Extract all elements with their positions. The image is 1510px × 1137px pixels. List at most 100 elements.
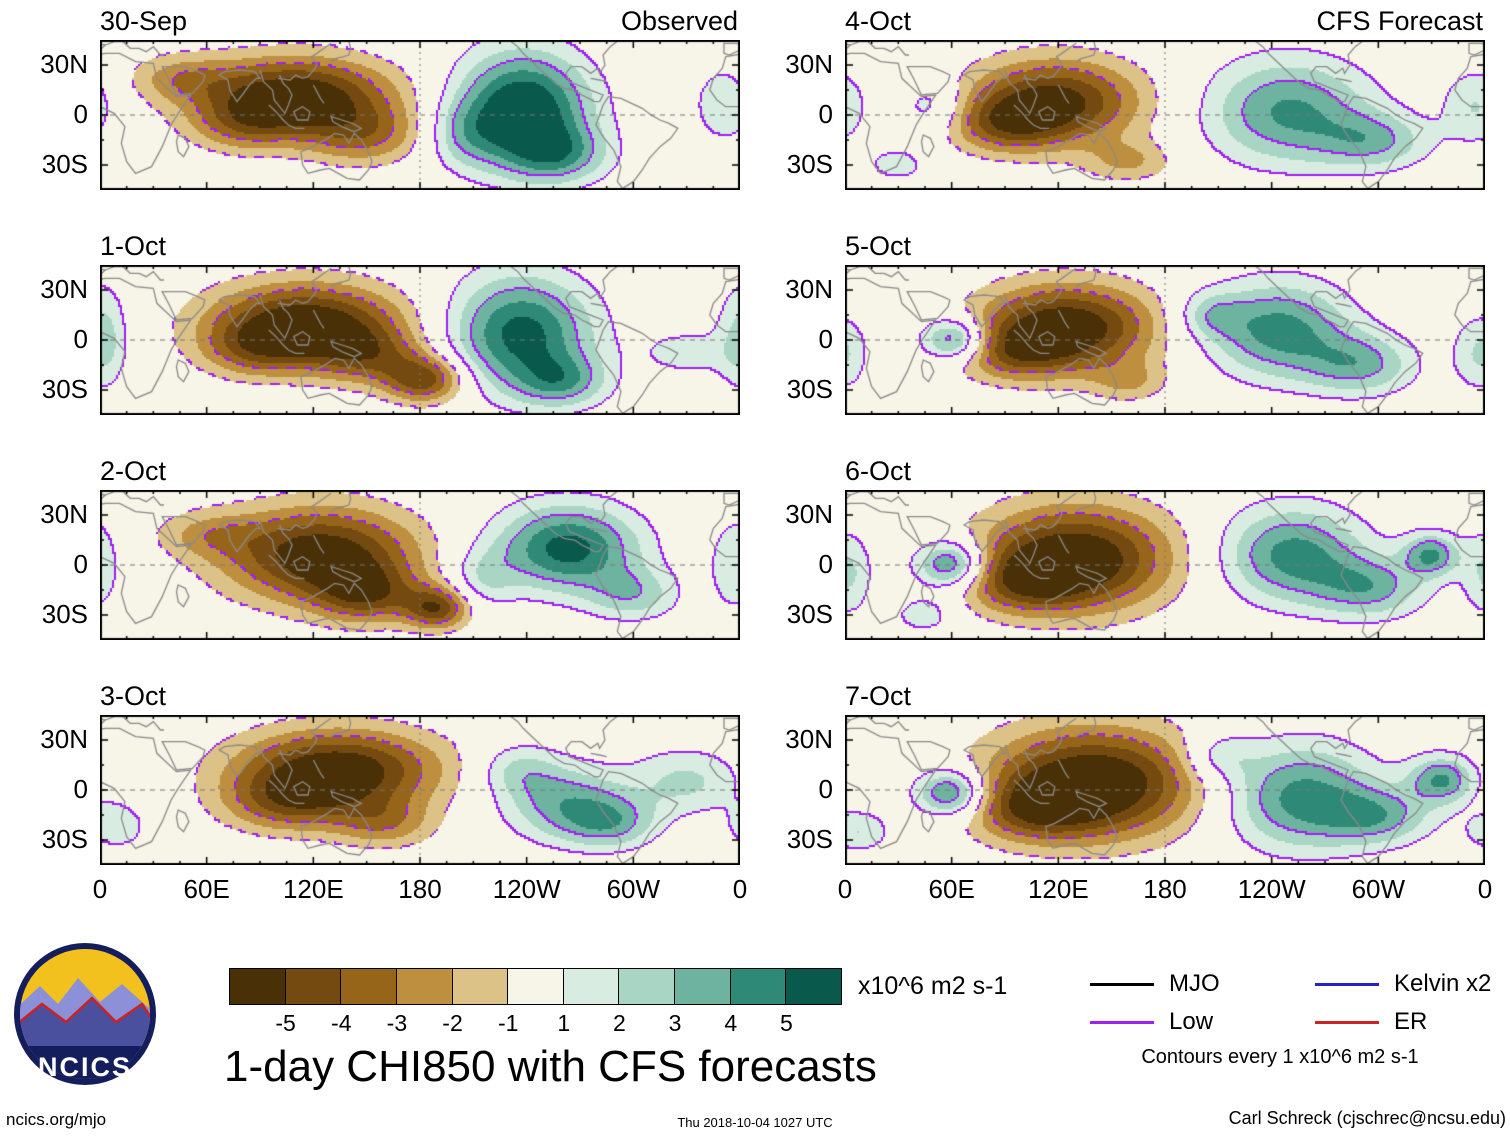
colorbar-tick-label: 2	[613, 1010, 626, 1036]
y-axis-tick-label: 0	[818, 549, 833, 579]
y-axis-tick-label: 30S	[786, 824, 833, 854]
panel-date-label: 6-Oct	[845, 456, 912, 486]
panel-date-label: 30-Sep	[100, 6, 188, 36]
y-axis-tick-label: 30S	[786, 599, 833, 629]
colorbar-segment	[229, 968, 286, 1005]
legend-label-low: Low	[1169, 1008, 1214, 1035]
legend-item-kelvin: Kelvin x2	[1315, 970, 1491, 998]
colorbar-segment	[507, 968, 564, 1005]
panel-corner-label: CFS Forecast	[1316, 6, 1483, 36]
y-axis-tick-label: 30S	[41, 599, 88, 629]
ncics-logo: NCICS	[12, 938, 162, 1101]
colorbar	[229, 968, 843, 1005]
colorbar-tick-label: 1	[557, 1010, 571, 1036]
x-axis-tick-label: 180	[1143, 874, 1187, 904]
colorbar-tick-label: 3	[668, 1010, 682, 1036]
y-axis-tick-label: 30N	[785, 49, 833, 79]
x-axis-tick-label: 0	[837, 874, 853, 904]
map-canvas	[845, 490, 1485, 640]
er-line-icon	[1315, 1020, 1379, 1024]
map-panel-1-oct: 1-Oct	[100, 231, 740, 415]
legend-item-mjo: MJO	[1090, 970, 1220, 998]
colorbar-segment	[562, 968, 620, 1005]
legend-label-kelvin: Kelvin x2	[1394, 970, 1492, 997]
y-axis-tick-label: 0	[73, 774, 88, 804]
y-axis-tick-label: 30N	[40, 724, 88, 754]
colorbar-tick-label: -1	[497, 1010, 519, 1036]
y-axis-tick-label: 0	[818, 99, 833, 129]
x-axis-tick-label: 180	[398, 874, 442, 904]
map-panel-30-sep: 30-Sep Observed	[100, 6, 740, 190]
colorbar-tick-label: -4	[331, 1010, 352, 1036]
map-panel-7-oct: 7-Oct	[845, 681, 1485, 865]
map-panel-6-oct: 6-Oct	[845, 456, 1485, 640]
map-panel-4-oct: 4-Oct CFS Forecast	[845, 6, 1485, 190]
figure-title: 1-day CHI850 with CFS forecasts	[224, 1042, 877, 1091]
colorbar-tick-label: -3	[386, 1010, 408, 1036]
colorbar-tick-label: 5	[779, 1010, 793, 1036]
colorbar-tick-label: 4	[724, 1010, 738, 1036]
map-canvas	[845, 265, 1485, 415]
x-axis-tick-label: 0	[732, 874, 748, 904]
panel-date-label: 5-Oct	[845, 231, 912, 261]
y-axis-tick-label: 30N	[40, 499, 88, 529]
y-axis-tick-label: 30N	[40, 274, 88, 304]
map-canvas	[100, 715, 740, 865]
footer-url: ncics.org/mjo	[6, 1110, 107, 1129]
y-axis-tick-label: 0	[818, 774, 833, 804]
y-axis-tick-label: 30S	[786, 374, 833, 404]
x-axis-tick-label: 60W	[606, 874, 661, 904]
legend-label-mjo: MJO	[1169, 970, 1220, 997]
x-axis-tick-label: 0	[92, 874, 108, 904]
map-canvas	[845, 40, 1485, 190]
colorbar-segment	[785, 968, 843, 1005]
y-axis-tick-label: 30S	[786, 149, 833, 179]
y-axis-tick-label: 0	[73, 549, 88, 579]
colorbar-tick-label: -2	[442, 1010, 463, 1036]
y-axis-tick-label: 30S	[41, 824, 88, 854]
colorbar-segment	[618, 968, 676, 1005]
x-axis-tick-label: 60W	[1351, 874, 1406, 904]
legend-label-er: ER	[1394, 1008, 1428, 1035]
colorbar-units-label: x10^6 m2 s-1	[858, 972, 1008, 1000]
footer-credit: Carl Schreck (cjschrec@ncsu.edu)	[1228, 1108, 1506, 1128]
panel-date-label: 1-Oct	[100, 231, 167, 261]
y-axis-tick-label: 30N	[785, 724, 833, 754]
legend-item-low: Low	[1090, 1008, 1213, 1036]
map-panel-2-oct: 2-Oct	[100, 456, 740, 640]
x-axis-tick-label: 120W	[1237, 874, 1306, 904]
colorbar-segment	[729, 968, 787, 1005]
contour-interval-note: Contours every 1 x10^6 m2 s-1	[1141, 1046, 1419, 1068]
map-panel-3-oct: 3-Oct	[100, 681, 740, 865]
y-axis-tick-label: 30N	[785, 274, 833, 304]
x-axis-tick-label: 60E	[928, 874, 975, 904]
colorbar-segment	[674, 968, 731, 1005]
ncics-logo-text: NCICS	[38, 1052, 132, 1082]
colorbar-segment	[340, 968, 397, 1005]
colorbar-segment	[451, 968, 509, 1005]
y-axis-tick-label: 30N	[785, 499, 833, 529]
panel-date-label: 3-Oct	[100, 681, 167, 711]
x-axis-tick-label: 120E	[282, 874, 344, 904]
x-axis-tick-label: 0	[1477, 874, 1493, 904]
map-panel-5-oct: 5-Oct	[845, 231, 1485, 415]
y-axis-tick-label: 0	[818, 324, 833, 354]
x-axis-tick-label: 60E	[183, 874, 230, 904]
kelvin-line-icon	[1315, 982, 1379, 986]
y-axis-tick-label: 30S	[41, 374, 88, 404]
x-axis-tick-label: 120E	[1027, 874, 1089, 904]
colorbar-tick-label: -5	[275, 1010, 296, 1036]
legend-item-er: ER	[1315, 1008, 1427, 1036]
map-canvas	[100, 40, 740, 190]
colorbar-segment	[284, 968, 342, 1005]
map-canvas	[100, 490, 740, 640]
footer-timestamp: Thu 2018-10-04 1027 UTC	[677, 1115, 833, 1130]
y-axis-tick-label: 30N	[40, 49, 88, 79]
ncics-logo-graphic: NCICS	[14, 943, 156, 1085]
panel-date-label: 4-Oct	[845, 6, 912, 36]
y-axis-tick-label: 0	[73, 99, 88, 129]
panel-date-label: 2-Oct	[100, 456, 167, 486]
panel-date-label: 7-Oct	[845, 681, 912, 711]
y-axis-tick-label: 0	[73, 324, 88, 354]
